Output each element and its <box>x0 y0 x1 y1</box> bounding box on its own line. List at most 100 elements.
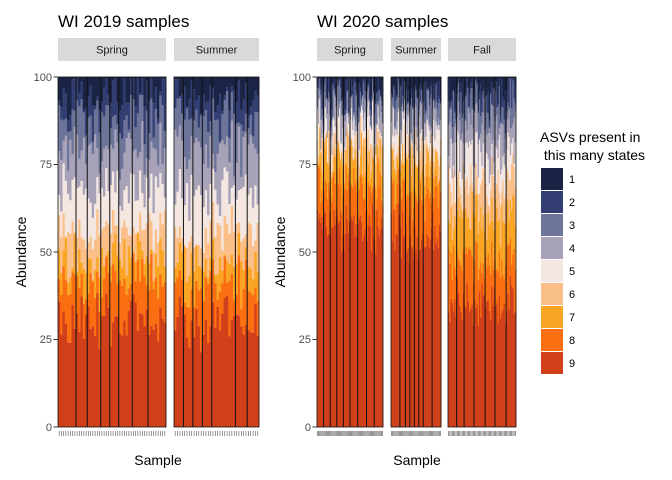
bar-segment-3 <box>256 112 260 154</box>
bar-segment-7 <box>437 183 440 207</box>
bar-segment-7 <box>485 213 487 257</box>
bar-segment-5 <box>161 183 165 225</box>
bar-segment-5 <box>456 130 459 177</box>
bar-segment-4 <box>412 109 414 144</box>
bar-segment-7 <box>225 260 229 283</box>
bar-segment-3 <box>152 137 156 148</box>
bar-segment-6 <box>377 131 379 148</box>
bar-segment-5 <box>141 193 144 230</box>
legend-label-9: 9 <box>569 358 575 370</box>
bar-segment-3 <box>121 138 124 169</box>
bar-segment-5 <box>334 126 337 134</box>
bar-segment-7 <box>237 232 241 256</box>
bar-segment-9 <box>247 329 250 427</box>
bar-segment-3 <box>105 105 108 146</box>
bar-segment-4 <box>209 135 213 184</box>
bar-segment-4 <box>490 133 492 175</box>
bar-segment-2 <box>380 94 383 101</box>
bar-segment-9 <box>449 321 451 427</box>
bar-segment-5 <box>460 140 462 195</box>
bar-segment-2 <box>87 96 90 118</box>
bar-segment-8 <box>502 275 504 310</box>
bar-segment-6 <box>116 225 120 255</box>
bar-segment-6 <box>69 233 72 278</box>
bar-segment-5 <box>346 113 349 127</box>
bar-segment-5 <box>330 141 332 145</box>
bar-segment-5 <box>482 143 485 169</box>
bar-segment-8 <box>130 284 133 301</box>
bar-segment-9 <box>457 292 460 427</box>
bar-segment-4 <box>357 122 360 125</box>
bar-segment-5 <box>464 173 466 188</box>
bar-segment-2 <box>214 111 217 120</box>
bar-segment-7 <box>87 258 90 294</box>
bar-segment-5 <box>150 173 153 222</box>
bar-segment-1 <box>502 77 504 98</box>
bar-segment-8 <box>452 246 455 312</box>
bar-segment-4 <box>112 148 115 172</box>
bar-segment-7 <box>344 151 346 189</box>
bar-segment-4 <box>118 179 122 206</box>
bar-segment-2 <box>435 83 437 86</box>
bar-segment-7 <box>317 160 319 166</box>
bar-segment-5 <box>406 134 409 158</box>
bar-segment-8 <box>211 259 215 303</box>
bar-segment-7 <box>421 171 423 201</box>
bar-segment-9 <box>492 306 495 427</box>
bar-segment-3 <box>459 113 461 121</box>
bar-segment-5 <box>407 117 410 136</box>
bar-segment-7 <box>512 193 514 255</box>
bar-segment-2 <box>181 94 184 114</box>
bar-segment-1 <box>418 77 421 88</box>
bar-segment-7 <box>367 163 370 182</box>
bar-segment-3 <box>148 133 151 160</box>
bar-segment-2 <box>466 78 469 88</box>
bar-segment-8 <box>188 307 191 348</box>
bar-segment-6 <box>254 240 257 252</box>
bar-segment-3 <box>470 88 472 125</box>
bar-segment-3 <box>214 119 217 173</box>
bar-segment-5 <box>490 174 492 190</box>
bar-segment-4 <box>333 90 335 120</box>
bar-segment-3 <box>449 109 451 122</box>
bar-segment-1 <box>161 77 165 79</box>
bar-segment-7 <box>357 181 360 214</box>
bar-segment-1 <box>361 77 363 96</box>
bar-segment-7 <box>112 243 115 265</box>
bar-segment-6 <box>487 204 490 214</box>
bar-segment-4 <box>415 106 417 128</box>
bar-segment-2 <box>375 102 377 105</box>
bar-segment-4 <box>378 117 381 130</box>
bar-segment-4 <box>397 107 400 113</box>
bar-segment-3 <box>362 94 364 97</box>
bar-segment-6 <box>341 151 343 153</box>
bar-segment-6 <box>214 236 217 275</box>
y-tick-label: 50 <box>299 247 311 259</box>
bar-segment-9 <box>150 325 153 427</box>
bar-segment-1 <box>406 77 409 103</box>
bar-segment-7 <box>464 210 466 255</box>
bar-segment-9 <box>396 234 399 427</box>
bar-segment-3 <box>195 109 198 138</box>
bar-segment-6 <box>491 157 493 198</box>
bar-segment-3 <box>127 129 131 134</box>
bar-segment-7 <box>330 179 332 197</box>
bar-segment-2 <box>421 88 423 91</box>
bar-segment-1 <box>355 77 357 91</box>
bar-segment-2 <box>414 84 416 87</box>
bar-segment-6 <box>207 243 210 278</box>
bar-segment-7 <box>218 256 222 292</box>
bar-segment-9 <box>486 300 488 427</box>
bar-segment-9 <box>237 315 241 427</box>
bar-segment-9 <box>491 286 493 427</box>
bar-segment-8 <box>357 213 360 224</box>
bar-segment-7 <box>94 270 97 298</box>
bar-segment-9 <box>372 204 374 427</box>
bar-segment-4 <box>254 148 257 186</box>
bar-segment-3 <box>425 110 427 114</box>
bar-segment-2 <box>451 90 454 127</box>
bar-segment-5 <box>60 211 63 238</box>
bar-segment-3 <box>321 108 323 120</box>
bar-segment-6 <box>429 160 432 166</box>
bar-segment-2 <box>343 99 345 115</box>
